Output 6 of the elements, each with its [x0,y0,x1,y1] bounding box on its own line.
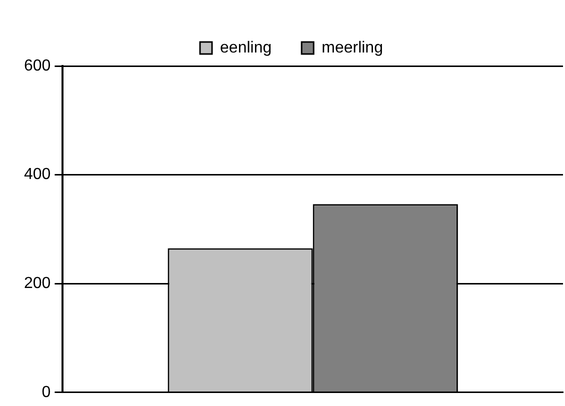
y-tick-label: 600 [24,57,51,74]
y-tick-label: 400 [24,166,51,184]
y-tick-label: 0 [42,384,51,401]
y-tick-label: 200 [24,275,51,292]
legend-label: eenling [220,39,272,56]
legend-label: meerling [322,39,383,56]
